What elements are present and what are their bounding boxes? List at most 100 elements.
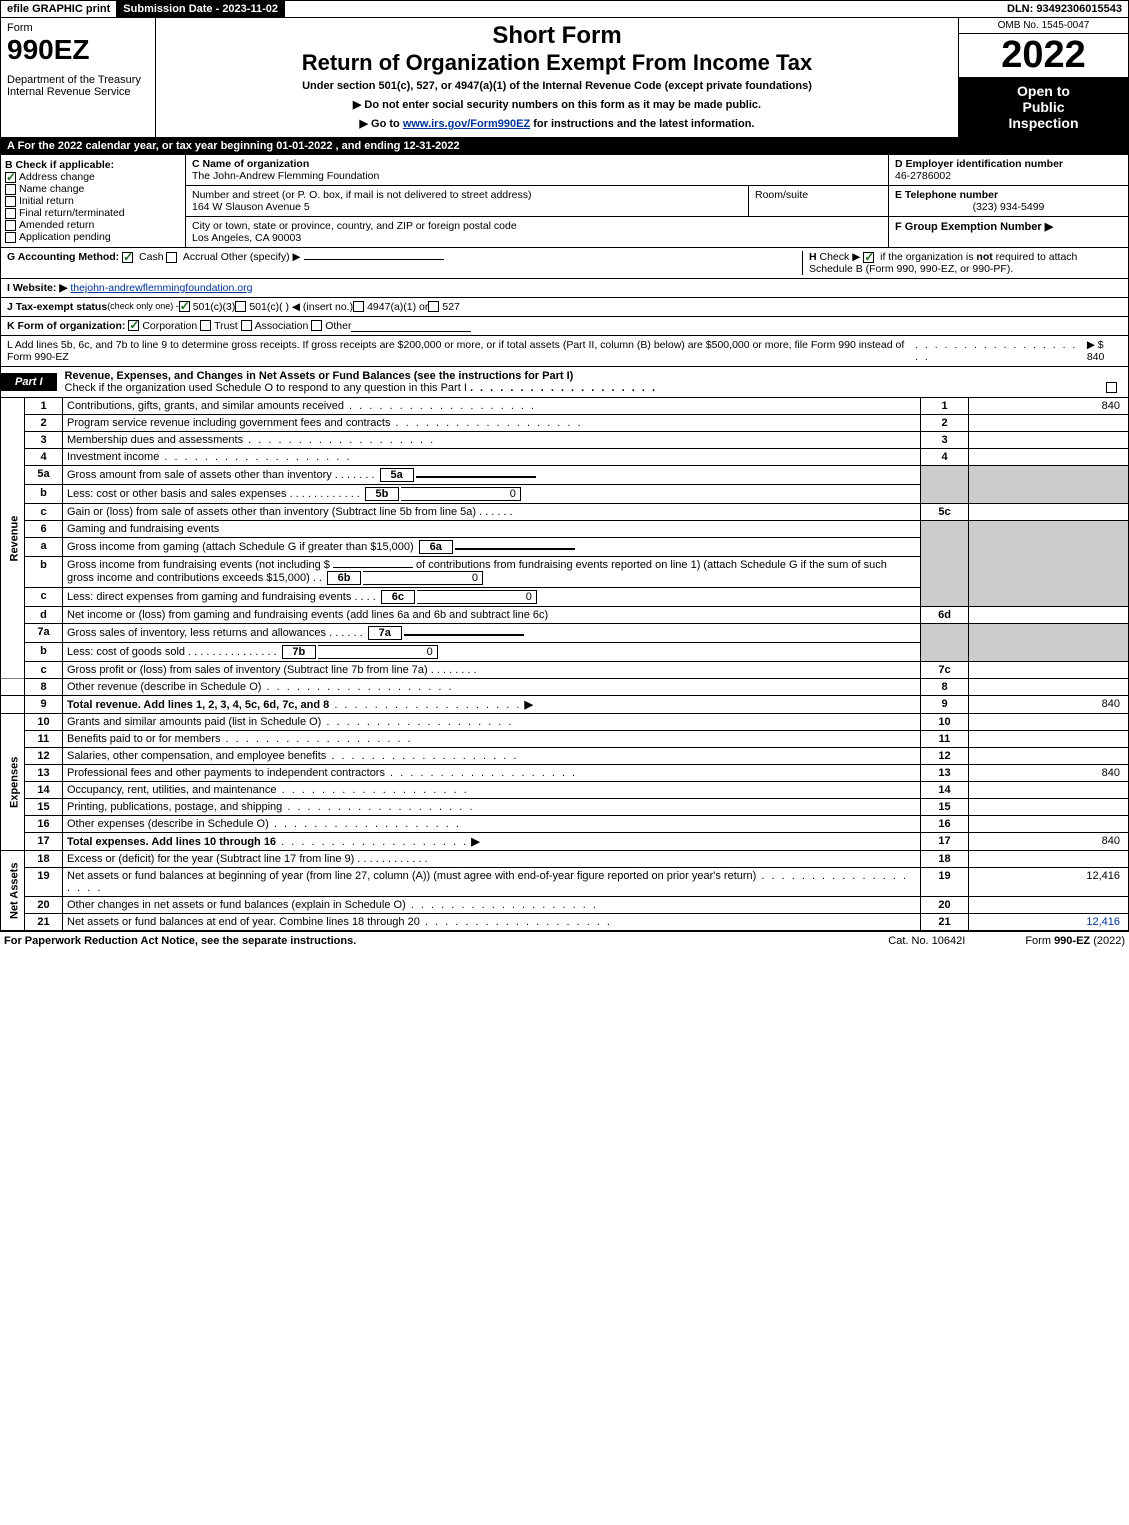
line-6b-text1: Gross income from fundraising events (no… [67,559,330,571]
irs-link[interactable]: www.irs.gov/Form990EZ [403,118,530,130]
line-5b-sub: 5b [365,487,399,501]
line-6-num: 6 [25,521,63,538]
l-text: L Add lines 5b, 6c, and 7b to line 9 to … [7,339,915,363]
line-10-num: 10 [25,714,63,731]
other-org-checkbox[interactable] [311,320,322,331]
line-21-text: Net assets or fund balances at end of ye… [67,916,420,928]
initial-return-label: Initial return [19,195,74,207]
trust-label: Trust [214,320,238,332]
pending-checkbox[interactable] [5,232,16,243]
cash-checkbox[interactable] [122,252,133,263]
line-21-num: 21 [25,914,63,931]
line-3-text: Membership dues and assessments [67,434,243,446]
line-7a-sub: 7a [368,626,402,640]
line-7c-text: Gross profit or (loss) from sales of inv… [67,664,428,676]
line-2-box: 2 [921,415,969,432]
instruction-ssn: ▶ Do not enter social security numbers o… [160,98,954,111]
line-7c-amount [969,662,1129,679]
expenses-side-label: Expenses [1,714,25,851]
row-k-form-org: K Form of organization: Corporation Trus… [0,317,1129,336]
corporation-checkbox[interactable] [128,320,139,331]
line-7b-num: b [25,643,63,662]
line-14-box: 14 [921,782,969,799]
line-19-text: Net assets or fund balances at beginning… [67,870,756,882]
4947-checkbox[interactable] [353,301,364,312]
527-checkbox[interactable] [428,301,439,312]
revenue-side-label: Revenue [1,398,25,679]
amended-checkbox[interactable] [5,220,16,231]
line-20-box: 20 [921,897,969,914]
trust-checkbox[interactable] [200,320,211,331]
initial-return-checkbox[interactable] [5,196,16,207]
line-6c-text: Less: direct expenses from gaming and fu… [67,591,351,603]
line-1-num: 1 [25,398,63,415]
line-6a-sub: 6a [419,540,453,554]
accrual-checkbox[interactable] [166,252,177,263]
section-h: H Check ▶ if the organization is not req… [802,251,1122,275]
line-4-box: 4 [921,449,969,466]
section-b-checkboxes: B Check if applicable: Address change Na… [1,155,186,247]
schedule-b-checkbox[interactable] [863,252,874,263]
website-link[interactable]: thejohn-andrewflemmingfoundation.org [70,282,252,294]
part-1-title: Revenue, Expenses, and Changes in Net As… [57,367,1128,397]
omb-number: OMB No. 1545-0047 [959,18,1128,34]
line-21-amount: 12,416 [969,914,1129,931]
501c3-checkbox[interactable] [179,301,190,312]
line-10-text: Grants and similar amounts paid (list in… [67,716,321,728]
line-7b-sub: 7b [282,645,316,659]
line-4-text: Investment income [67,451,159,463]
form-ref: Form 990-EZ (2022) [1025,935,1125,947]
line-6b-num: b [25,557,63,588]
submission-date: Submission Date - 2023-11-02 [117,1,285,17]
efile-print-button[interactable]: efile GRAPHIC print [1,1,117,17]
501c-checkbox[interactable] [235,301,246,312]
schedule-o-checkbox[interactable] [1106,382,1117,393]
instr2-pre: ▶ Go to [360,118,403,130]
line-1-box: 1 [921,398,969,415]
line-8-num: 8 [25,679,63,696]
line-3-num: 3 [25,432,63,449]
association-checkbox[interactable] [241,320,252,331]
revenue-side-ext [1,679,25,696]
line-6b-input[interactable] [333,567,413,568]
final-return-label: Final return/terminated [19,207,125,219]
line-2-amount [969,415,1129,432]
final-return-checkbox[interactable] [5,208,16,219]
line-5-shaded-box [921,466,969,504]
line-9-num: 9 [25,696,63,714]
other-specify-input[interactable] [304,259,444,260]
line-1-text: Contributions, gifts, grants, and simila… [67,400,344,412]
line-5c-amount [969,504,1129,521]
line-7c-box: 7c [921,662,969,679]
line-7a-text: Gross sales of inventory, less returns a… [67,627,326,639]
line-5b-num: b [25,485,63,504]
other-org-input[interactable] [351,320,471,332]
ein-value: 46-2786002 [895,170,1122,182]
l-amount: ▶ $ 840 [1087,339,1122,363]
line-11-text: Benefits paid to or for members [67,733,220,745]
other-specify-label: Other (specify) ▶ [221,251,301,263]
address-change-label: Address change [19,171,95,183]
name-change-checkbox[interactable] [5,184,16,195]
revenue-side-ext2 [1,696,25,714]
line-17-box: 17 [921,833,969,851]
line-6c-num: c [25,588,63,607]
line-15-box: 15 [921,799,969,816]
dots-l [915,339,1087,363]
4947-label: 4947(a)(1) or [367,301,428,313]
line-16-amount [969,816,1129,833]
line-7a-val [404,634,524,636]
line-5a-num: 5a [25,466,63,485]
line-12-text: Salaries, other compensation, and employ… [67,750,326,762]
street-label: Number and street (or P. O. box, if mail… [192,189,742,201]
line-19-amount: 12,416 [969,868,1129,897]
line-16-num: 16 [25,816,63,833]
line-12-box: 12 [921,748,969,765]
form-header: Form 990EZ Department of the Treasury In… [0,18,1129,138]
open-line2: Public [965,99,1122,115]
corporation-label: Corporation [142,320,197,332]
org-name: The John-Andrew Flemming Foundation [192,170,882,182]
line-6a-val [455,548,575,550]
address-change-checkbox[interactable] [5,172,16,183]
line-16-text: Other expenses (describe in Schedule O) [67,818,269,830]
